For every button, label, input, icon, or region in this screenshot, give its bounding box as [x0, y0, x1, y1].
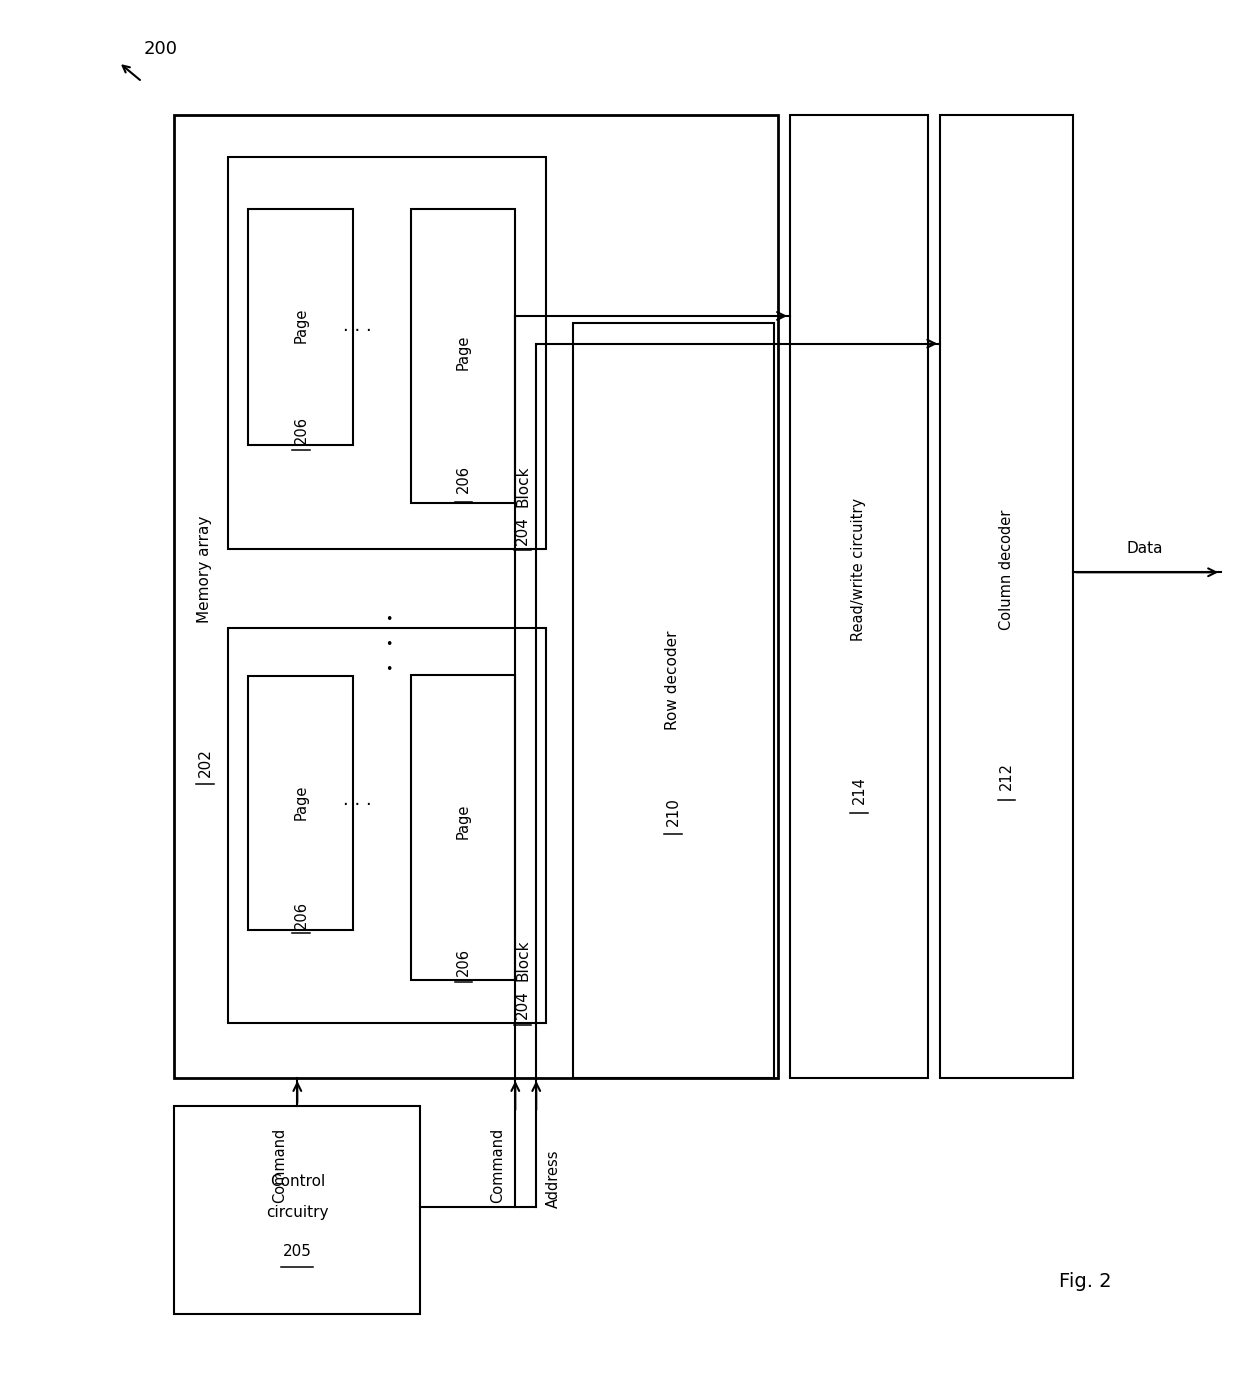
Text: Memory array: Memory array	[197, 516, 212, 623]
Text: 204: 204	[515, 516, 531, 545]
Text: Page: Page	[456, 804, 471, 839]
Bar	[573, 323, 774, 1078]
Text: 206: 206	[294, 415, 309, 443]
Text: Block: Block	[515, 940, 531, 981]
Text: 200: 200	[144, 40, 177, 59]
Text: 206: 206	[456, 466, 471, 493]
Text: . . .: . . .	[343, 790, 372, 809]
Text: 205: 205	[283, 1243, 311, 1259]
Text: Column decoder: Column decoder	[999, 509, 1014, 630]
Text: Block: Block	[515, 466, 531, 507]
Text: Read/write circuitry: Read/write circuitry	[852, 498, 867, 641]
Bar	[790, 116, 928, 1078]
Text: 210: 210	[666, 797, 681, 827]
Text: circuitry: circuitry	[267, 1204, 329, 1220]
Text: Page: Page	[294, 785, 309, 820]
Text: Page: Page	[294, 308, 309, 343]
Text: Fig. 2: Fig. 2	[1059, 1273, 1112, 1291]
Text: Row decoder: Row decoder	[666, 630, 681, 730]
Text: Command: Command	[491, 1128, 506, 1203]
Text: Control: Control	[269, 1175, 325, 1189]
Text: •: •	[384, 613, 392, 626]
Bar	[174, 1105, 420, 1313]
Text: •: •	[384, 638, 392, 651]
Text: 214: 214	[852, 776, 867, 804]
Text: Data: Data	[1126, 541, 1163, 556]
Text: •: •	[384, 662, 392, 676]
Text: 202: 202	[197, 747, 212, 776]
Text: Page: Page	[456, 335, 471, 369]
Bar	[228, 156, 546, 549]
Text: Address: Address	[546, 1150, 560, 1209]
Text: . . .: . . .	[343, 316, 372, 335]
Bar	[410, 209, 516, 503]
Text: 206: 206	[294, 901, 309, 928]
Text: 212: 212	[999, 763, 1014, 790]
Bar	[940, 116, 1074, 1078]
Text: 204: 204	[515, 990, 531, 1019]
Bar	[248, 676, 352, 930]
Bar	[410, 675, 516, 980]
Bar	[174, 116, 777, 1078]
Bar	[248, 209, 352, 445]
Text: Command: Command	[273, 1128, 288, 1203]
Bar	[228, 627, 546, 1023]
Text: 206: 206	[456, 948, 471, 976]
